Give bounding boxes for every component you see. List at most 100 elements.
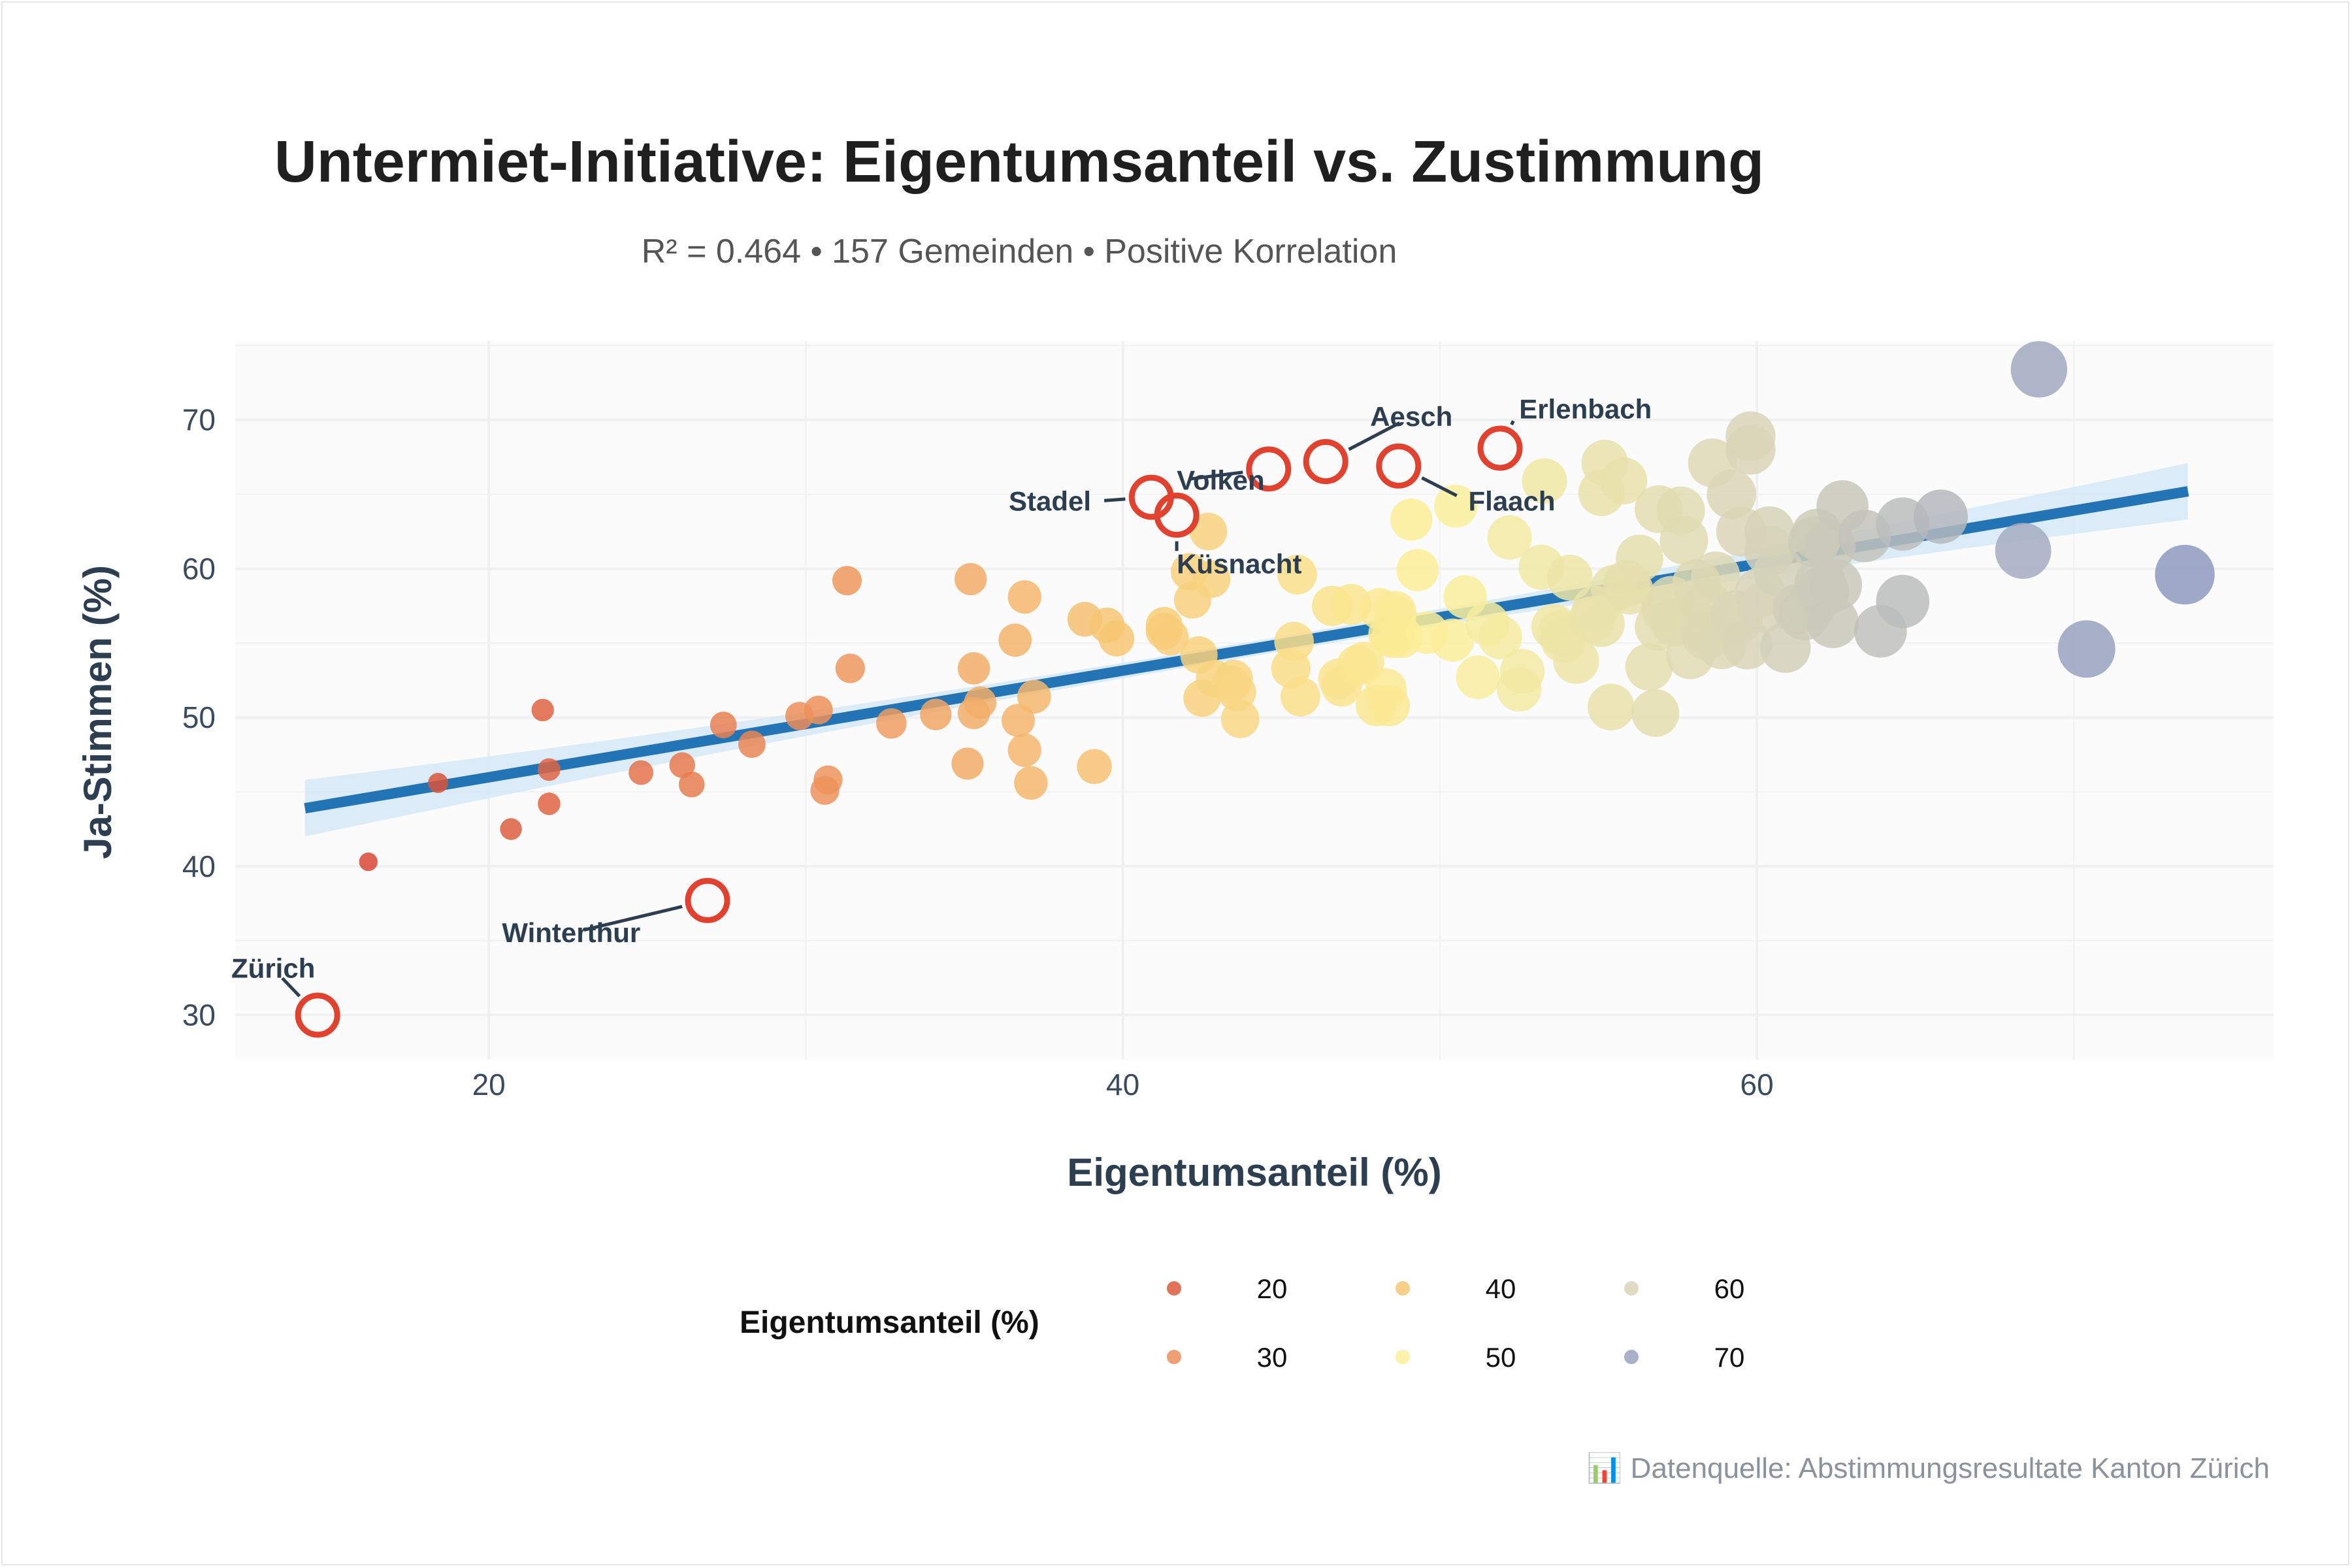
y-tick-label: 60	[182, 551, 216, 585]
x-tick-label: 60	[1740, 1068, 1773, 1102]
legend-swatch	[1624, 1281, 1639, 1296]
scatter-point	[1725, 425, 1776, 475]
scatter-point	[678, 771, 705, 798]
annotation-label: Volken	[1177, 465, 1265, 496]
scatter-point	[500, 818, 522, 840]
scatter-point	[1274, 621, 1314, 662]
scatter-point	[2155, 544, 2215, 605]
scatter-point	[1744, 506, 1795, 557]
scatter-point	[629, 760, 653, 785]
scatter-point	[955, 563, 987, 596]
legend-label: 50	[1486, 1342, 1516, 1373]
chart-title: Untermiet-Initiative: Eigentumsanteil vs…	[274, 129, 1764, 195]
legend-title: Eigentumsanteil (%)	[740, 1305, 1039, 1340]
scatter-point	[669, 752, 695, 778]
annotation-leader-line	[583, 905, 683, 932]
scatter-point	[1281, 676, 1320, 717]
highlighted-point	[1246, 446, 1292, 492]
y-axis-label: Ja-Stimmen (%)	[76, 565, 120, 859]
scatter-point	[1806, 596, 1859, 649]
scatter-point	[876, 708, 907, 739]
scatter-point	[1707, 469, 1757, 519]
scatter-point	[428, 773, 448, 793]
scatter-point	[1152, 619, 1189, 656]
scatter-point	[1631, 689, 1680, 737]
scatter-point	[1995, 523, 2051, 579]
scatter-point	[1368, 685, 1411, 727]
scatter-point	[813, 765, 843, 795]
x-axis-ticks: 20 40 60	[472, 1068, 1774, 1102]
scatter-point	[1578, 600, 1625, 647]
chart-subtitle: R² = 0.464 • 157 Gemeinden • Positive Ko…	[642, 233, 1397, 270]
y-tick-label: 30	[182, 998, 216, 1032]
legend-label: 40	[1486, 1273, 1516, 1304]
scatter-point	[710, 711, 737, 738]
legend-swatch	[1396, 1281, 1410, 1296]
annotation-label: Zürich	[231, 953, 315, 984]
scatter-point	[538, 758, 561, 781]
scatter-point	[1546, 555, 1593, 601]
scatter-point	[951, 747, 984, 780]
highlighted-point	[1154, 493, 1200, 538]
scatter-point	[1192, 560, 1231, 598]
y-tick-label: 40	[182, 849, 216, 883]
scatter-point	[538, 792, 561, 815]
scatter-point	[1553, 638, 1599, 684]
scatter-point	[1691, 551, 1740, 601]
legend: Eigentumsanteil (%) 20 40 60 30 50 70	[740, 1273, 1744, 1373]
x-axis-label: Eigentumsanteil (%)	[1067, 1151, 1441, 1194]
annotation-label: Flaach	[1469, 486, 1556, 517]
annotation-leader-line	[1510, 420, 1515, 426]
highlighted-point	[1477, 425, 1523, 471]
annotation-label: Aesch	[1370, 401, 1452, 432]
grid-lines	[235, 341, 2274, 1060]
plot-area	[235, 341, 2274, 1060]
highlighted-point	[1303, 439, 1348, 484]
highlighted-points: Zürich Winterthur Stadel Volken Küsnacht Aesc…	[231, 393, 1652, 1038]
annotation-label: Winterthur	[502, 917, 640, 948]
legend-label: 70	[1714, 1342, 1745, 1373]
scatter-point	[1876, 574, 1930, 629]
scatter-point	[738, 730, 766, 759]
annotation-label: Stadel	[1009, 486, 1091, 517]
highlighted-point	[295, 992, 340, 1038]
annotation-leader-line	[1103, 497, 1126, 502]
scatter-point	[531, 698, 554, 722]
scatter-point	[1189, 512, 1228, 551]
scatter-point	[1220, 700, 1260, 738]
annotation-leader-line	[1189, 470, 1243, 481]
scatter-point	[1007, 733, 1041, 767]
scatter-point	[1017, 679, 1051, 714]
scatter-point	[998, 623, 1032, 657]
y-axis-ticks: 30 40 50 60 70	[182, 403, 216, 1032]
scatter-point	[835, 653, 865, 683]
legend-label: 60	[1714, 1273, 1745, 1304]
scatter-point	[2010, 341, 2068, 398]
scatter-point	[1390, 498, 1433, 541]
x-tick-label: 20	[472, 1068, 506, 1102]
annotation-leader-line	[1348, 421, 1401, 451]
scatter-point	[1002, 704, 1035, 738]
scatter-point	[804, 695, 833, 725]
scatter-point	[1487, 515, 1532, 560]
legend-label: 20	[1257, 1273, 1288, 1304]
scatter-point	[957, 652, 990, 685]
legend-swatch	[1624, 1350, 1639, 1364]
scatter-point	[359, 852, 378, 872]
data-source-note: 📊 Datenquelle: Abstimmungsresultate Kant…	[1587, 1452, 2270, 1484]
scatter-point	[1478, 615, 1522, 659]
scatter-point	[1431, 618, 1475, 662]
highlighted-point	[685, 877, 730, 923]
annotation-label: Küsnacht	[1177, 548, 1301, 579]
scatter-point	[832, 566, 862, 596]
scatter-point	[1456, 655, 1500, 700]
scatter-point	[1588, 683, 1635, 730]
scatter-point	[1014, 766, 1048, 800]
y-tick-label: 70	[182, 403, 216, 437]
highlighted-point	[1376, 443, 1422, 489]
x-tick-label: 40	[1106, 1068, 1139, 1102]
legend-label: 30	[1257, 1342, 1288, 1373]
scatter-point	[1659, 516, 1708, 565]
